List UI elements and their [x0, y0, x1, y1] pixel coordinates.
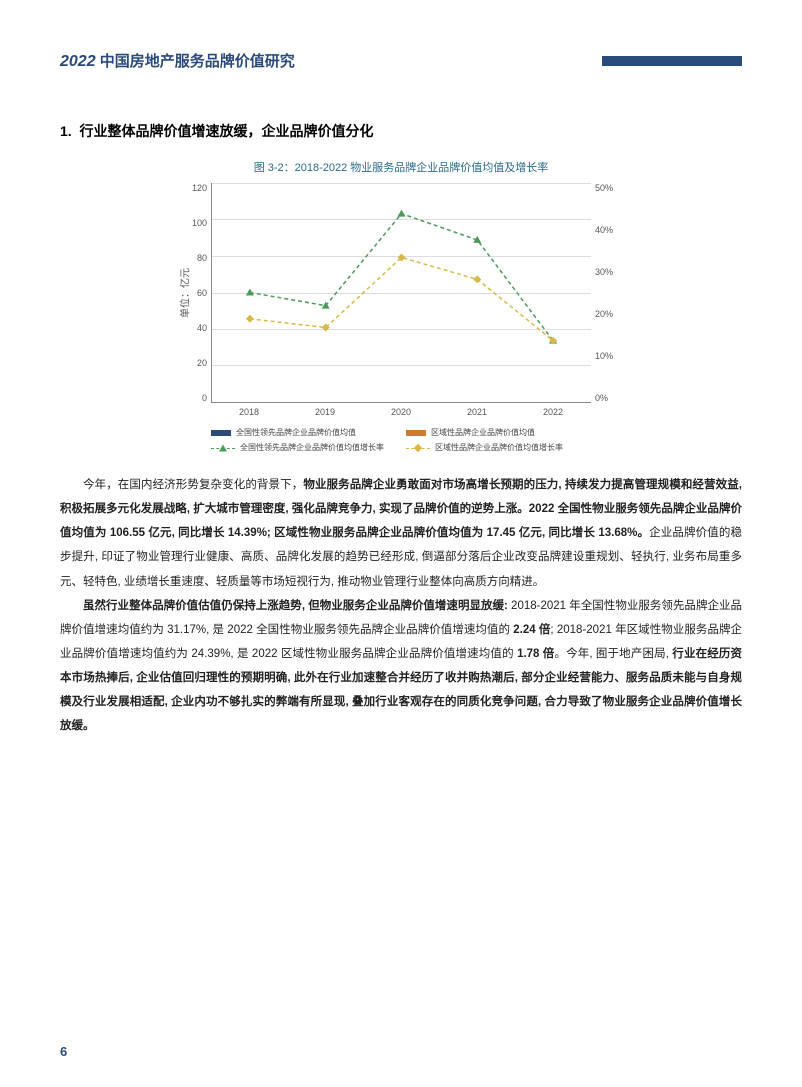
ytick-right: 50%: [595, 183, 613, 193]
legend-item-bar1: 全国性领先品牌企业品牌价值均值: [211, 427, 396, 438]
ytick-right: 0%: [595, 393, 608, 403]
text-run-bold: 行业在经历资本市场热捧后, 企业估值回归理性的预期明确, 此外在行业加速整合并经…: [60, 648, 742, 732]
text-run-bold: 1.78 倍: [517, 648, 554, 660]
chart-legend: 全国性领先品牌企业品牌价值均值 区域性品牌企业品牌价值均值 全国性领先品牌企业品…: [181, 427, 621, 453]
ytick-right: 30%: [595, 267, 613, 277]
legend-label: 区域性品牌企业品牌价值均值: [431, 427, 535, 438]
section-title: 1. 行业整体品牌价值增速放缓，企业品牌价值分化: [60, 121, 742, 141]
chart-caption: 图 3-2：2018-2022 物业服务品牌企业品牌价值均值及增长率: [60, 159, 742, 175]
x-axis-labels: 2018 2019 2020 2021 2022: [181, 407, 621, 417]
legend-swatch-bar1: [211, 430, 231, 436]
text-run: 今年，在国内经济形势复杂变化的背景下，: [83, 479, 303, 491]
section-title-text: 行业整体品牌价值增速放缓，企业品牌价值分化: [79, 123, 373, 139]
legend-line2: [406, 443, 430, 453]
header-year: 2022: [60, 53, 96, 70]
paragraph-2: 虽然行业整体品牌价值估值仍保持上涨趋势, 但物业服务企业品牌价值增速明显放缓: …: [60, 594, 742, 739]
y-axis-right: 50% 40% 30% 20% 10% 0%: [591, 183, 621, 403]
page-header: 2022 中国房地产服务品牌价值研究: [60, 50, 742, 71]
header-accent-bar: [602, 56, 742, 66]
text-run-bold: 2.24 倍: [513, 624, 550, 636]
paragraph-1: 今年，在国内经济形势复杂变化的背景下，物业服务品牌企业勇敢面对市场高增长预期的压…: [60, 473, 742, 594]
x-tick-label: 2018: [239, 407, 259, 417]
x-tick-label: 2022: [543, 407, 563, 417]
legend-label: 全国性领先品牌企业品牌价值均值: [236, 427, 356, 438]
chart-container: 单位：亿元 120 100 80 60 40 20 0 50% 40% 30% …: [181, 183, 621, 453]
y-axis-left-label: 单位：亿元: [177, 268, 192, 318]
chart-area: 单位：亿元 120 100 80 60 40 20 0 50% 40% 30% …: [181, 183, 621, 403]
ytick-left: 60: [197, 288, 207, 298]
chart-plot: [211, 183, 591, 403]
bars-row: [212, 183, 591, 402]
x-tick-label: 2019: [315, 407, 335, 417]
ytick-left: 20: [197, 358, 207, 368]
page-number: 6: [60, 1044, 67, 1059]
legend-line1: [211, 443, 235, 453]
ytick-right: 40%: [595, 225, 613, 235]
section-number: 1.: [60, 123, 72, 139]
x-tick-label: 2020: [391, 407, 411, 417]
ytick-left: 0: [202, 393, 207, 403]
legend-item-line2: 区域性品牌企业品牌价值均值增长率: [406, 442, 591, 453]
ytick-left: 80: [197, 253, 207, 263]
header-title-rest: 中国房地产服务品牌价值研究: [96, 53, 295, 70]
ytick-right: 20%: [595, 309, 613, 319]
legend-item-bar2: 区域性品牌企业品牌价值均值: [406, 427, 591, 438]
ytick-left: 100: [192, 218, 207, 228]
legend-label: 全国性领先品牌企业品牌价值均值增长率: [240, 442, 384, 453]
text-run: 。今年, 囿于地产困局,: [554, 648, 672, 660]
y-axis-left: 单位：亿元 120 100 80 60 40 20 0: [181, 183, 211, 403]
ytick-left: 120: [192, 183, 207, 193]
header-title: 2022 中国房地产服务品牌价值研究: [60, 50, 295, 71]
ytick-right: 10%: [595, 351, 613, 361]
body-text: 今年，在国内经济形势复杂变化的背景下，物业服务品牌企业勇敢面对市场高增长预期的压…: [60, 473, 742, 739]
legend-label: 区域性品牌企业品牌价值均值增长率: [435, 442, 563, 453]
legend-item-line1: 全国性领先品牌企业品牌价值均值增长率: [211, 442, 396, 453]
text-run-bold: 虽然行业整体品牌价值估值仍保持上涨趋势, 但物业服务企业品牌价值增速明显放缓:: [83, 600, 508, 612]
x-tick-label: 2021: [467, 407, 487, 417]
legend-swatch-bar2: [406, 430, 426, 436]
ytick-left: 40: [197, 323, 207, 333]
